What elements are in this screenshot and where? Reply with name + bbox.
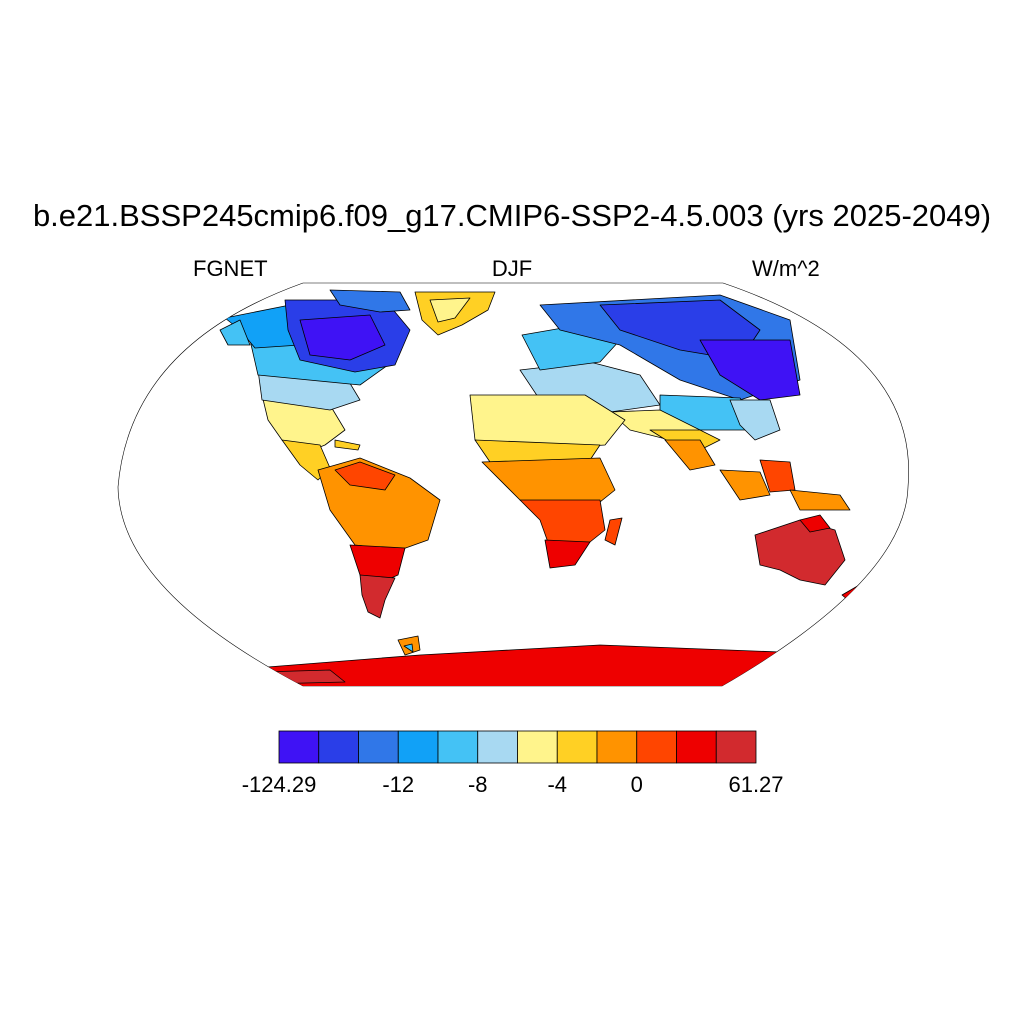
colorbar-tick-label: -124.29 bbox=[241, 772, 317, 797]
colorbar-box bbox=[556, 730, 598, 764]
colorbar-box bbox=[636, 730, 677, 764]
caribbean-islands bbox=[334, 439, 361, 451]
colorbar-box bbox=[715, 730, 757, 764]
south-america bbox=[317, 457, 441, 619]
colorbar-box bbox=[596, 730, 638, 764]
africa bbox=[469, 394, 626, 569]
north-america bbox=[219, 289, 411, 481]
maritime-southeast-asia bbox=[719, 459, 851, 511]
australia bbox=[754, 514, 846, 586]
greenland bbox=[414, 291, 496, 336]
colorbar-box bbox=[676, 730, 717, 764]
colorbar bbox=[278, 730, 757, 764]
colorbar-tick-label: -12 bbox=[382, 772, 415, 797]
colorbar-box bbox=[358, 730, 399, 764]
plot-title: b.e21.BSSP245cmip6.f09_g17.CMIP6-SSP2-4.… bbox=[32, 198, 992, 233]
colorbar-box bbox=[278, 730, 320, 764]
colorbar-box bbox=[517, 730, 558, 764]
colorbar-box bbox=[477, 730, 518, 764]
colorbar-box bbox=[318, 730, 359, 764]
colorbar-tick-label: -4 bbox=[547, 772, 568, 797]
colorbar-tick-label: 61.27 bbox=[728, 772, 784, 797]
season-label: DJF bbox=[491, 256, 533, 281]
colorbar-box bbox=[437, 730, 479, 764]
colorbar-tick-label: 0 bbox=[630, 772, 643, 797]
variable-label: FGNET bbox=[193, 256, 268, 281]
colorbar-box bbox=[397, 730, 439, 764]
units-label: W/m^2 bbox=[752, 256, 820, 281]
colorbar-tick-label: -8 bbox=[467, 772, 488, 797]
